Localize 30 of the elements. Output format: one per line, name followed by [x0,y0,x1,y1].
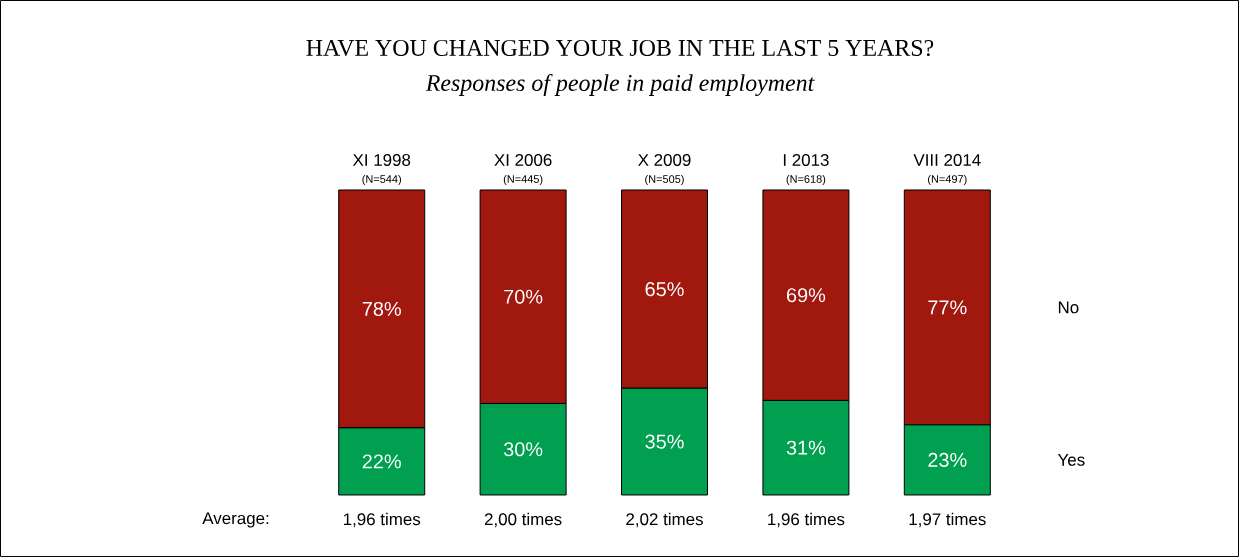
x-tick-label: XI 2006 [494,153,552,166]
text: (N=618) [786,174,826,186]
data-label: 78% [362,301,401,316]
data-label: 69% [786,288,826,303]
text: (N=544) [362,174,401,186]
data-label: 35% [645,434,684,449]
data-label: 31% [786,440,826,455]
text: 1,97 times [909,512,986,528]
data-label: 70% [504,289,543,304]
text: No [1058,301,1079,314]
x-tick-label: X 2009 [638,153,691,166]
text: Yes [1057,454,1085,466]
text: 1,96 times [768,512,845,528]
x-tick-label: XI 1998 [352,153,411,166]
chart-title: HAVE YOU CHANGED YOUR JOB IN THE LAST 5 YEARS? [306,39,934,57]
data-label: 77% [928,300,967,315]
chart-subtitle: Responses of people in paid employment [425,74,815,96]
x-tick-label: VIII 2014 [913,153,981,166]
text: 1,96 times [343,512,421,528]
text: 2,02 times [626,512,703,528]
text: (N=505) [645,174,684,186]
text: (N=445) [503,174,543,186]
data-label: 65% [645,282,684,297]
data-label: 22% [362,454,401,469]
text: Average: [202,512,269,528]
x-tick-label: I 2013 [783,153,829,166]
data-label: 23% [928,452,967,467]
text: 2,00 times [484,512,562,528]
text: (N=497) [928,174,967,186]
data-label: 30% [503,442,543,457]
